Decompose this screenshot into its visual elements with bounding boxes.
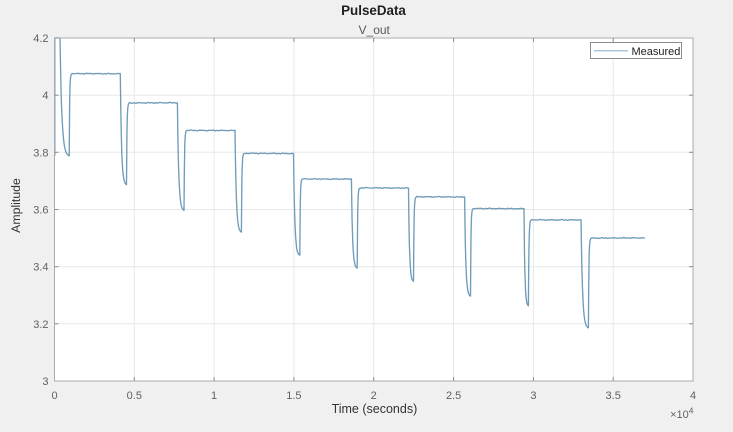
svg-text:Measured: Measured (632, 46, 681, 58)
svg-text:3: 3 (530, 390, 536, 402)
svg-text:Amplitude: Amplitude (9, 178, 23, 233)
svg-text:0: 0 (51, 390, 57, 402)
svg-text:Time (seconds): Time (seconds) (332, 402, 418, 416)
svg-text:3.8: 3.8 (33, 147, 48, 159)
svg-text:3.4: 3.4 (33, 262, 48, 274)
svg-text:4.2: 4.2 (33, 33, 48, 45)
svg-text:×104: ×104 (670, 406, 694, 422)
svg-text:4: 4 (42, 90, 48, 102)
svg-text:3.2: 3.2 (33, 319, 48, 331)
svg-text:1.5: 1.5 (286, 390, 301, 402)
svg-text:2: 2 (371, 390, 377, 402)
svg-text:1: 1 (211, 390, 217, 402)
svg-text:V_out: V_out (359, 23, 391, 37)
svg-text:3: 3 (42, 376, 48, 388)
svg-text:4: 4 (690, 390, 696, 402)
svg-text:PulseData: PulseData (341, 3, 406, 18)
svg-text:3.5: 3.5 (606, 390, 621, 402)
svg-text:0.5: 0.5 (127, 390, 142, 402)
svg-text:3.6: 3.6 (33, 205, 48, 217)
svg-text:2.5: 2.5 (446, 390, 461, 402)
